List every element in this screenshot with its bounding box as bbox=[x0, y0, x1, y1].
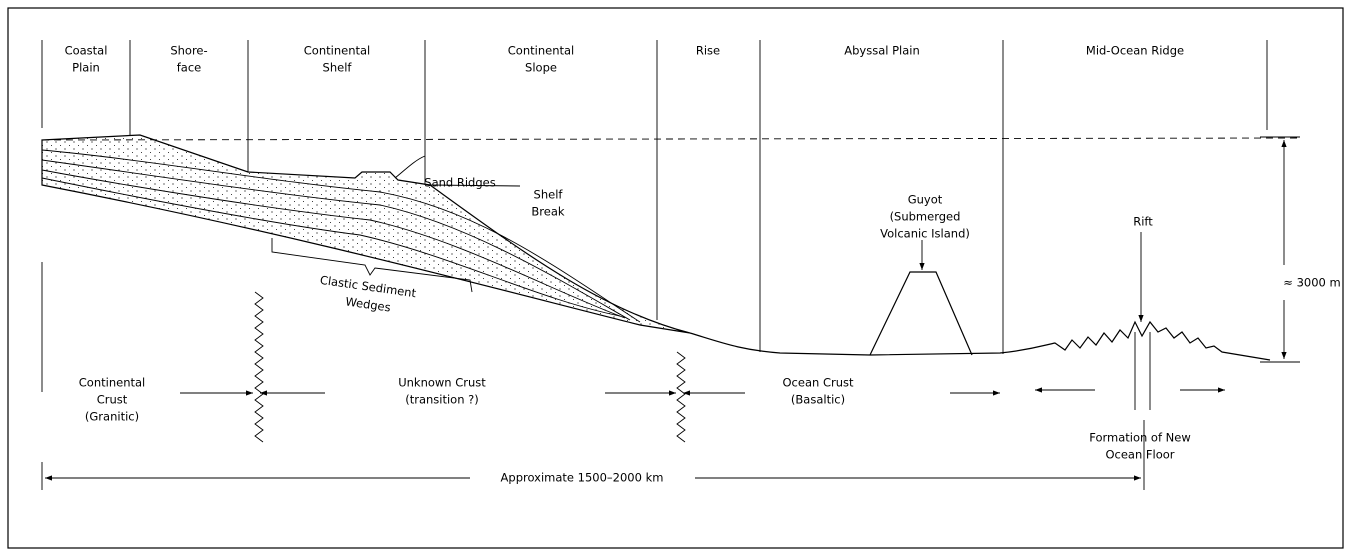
frame bbox=[7, 7, 1344, 549]
zigzag bbox=[254, 291, 264, 443]
guyot-shape bbox=[869, 271, 973, 356]
zone-label: Slope bbox=[525, 61, 557, 75]
zone-label: Rise bbox=[696, 44, 720, 58]
labels: Coastal Plain Shore-face Continental Shelf Co… bbox=[65, 44, 1191, 462]
sediment-label: Wedges bbox=[345, 294, 392, 314]
crust-label: Continental bbox=[79, 376, 145, 390]
crust-label: (Granitic) bbox=[85, 410, 139, 424]
zone-label: Continental bbox=[304, 44, 370, 58]
crust-label: (Basaltic) bbox=[791, 393, 845, 407]
shelf-break-leader bbox=[429, 184, 521, 187]
sediment-wedge bbox=[41, 134, 691, 334]
sea-level bbox=[41, 137, 1301, 141]
shelf-break-label: Break bbox=[531, 205, 564, 219]
sediment-layers bbox=[41, 149, 641, 323]
shelf-break-label: Shelf bbox=[534, 188, 564, 202]
crust-label: Formation of New bbox=[1089, 431, 1191, 445]
zigzag bbox=[676, 351, 686, 443]
sediment-brace bbox=[271, 238, 473, 293]
sea-floor bbox=[689, 320, 1271, 361]
sand-ridges-label: Sand Ridges bbox=[424, 176, 495, 190]
crust-label: Ocean Floor bbox=[1105, 448, 1174, 462]
zone-label: Plain bbox=[72, 61, 100, 75]
depth-label: ≈ 3000 m bbox=[1283, 276, 1340, 290]
zone-label: Shelf bbox=[323, 61, 353, 75]
crust-label: Crust bbox=[97, 393, 128, 407]
guyot-label: Guyot bbox=[908, 193, 943, 207]
zone-label: Shore- bbox=[170, 44, 207, 58]
guyot-label: (Submerged bbox=[890, 210, 961, 224]
crust-label: Ocean Crust bbox=[783, 376, 854, 390]
scale-label: Approximate 1500–2000 km bbox=[501, 471, 664, 485]
zone-dividers bbox=[41, 40, 1268, 354]
crust-label: Unknown Crust bbox=[398, 376, 486, 390]
sand-ridges-leader bbox=[394, 155, 426, 179]
sediment-label: Clastic Sediment bbox=[319, 273, 417, 300]
guyot-label: Volcanic Island) bbox=[880, 227, 970, 241]
rift-label: Rift bbox=[1133, 215, 1153, 229]
zone-label: Mid-Ocean Ridge bbox=[1086, 44, 1184, 58]
zone-label: Abyssal Plain bbox=[844, 44, 920, 58]
crust-label: (transition ?) bbox=[405, 393, 479, 407]
zone-label: face bbox=[177, 61, 202, 75]
zone-label: Continental bbox=[508, 44, 574, 58]
zone-label: Coastal bbox=[65, 44, 108, 58]
